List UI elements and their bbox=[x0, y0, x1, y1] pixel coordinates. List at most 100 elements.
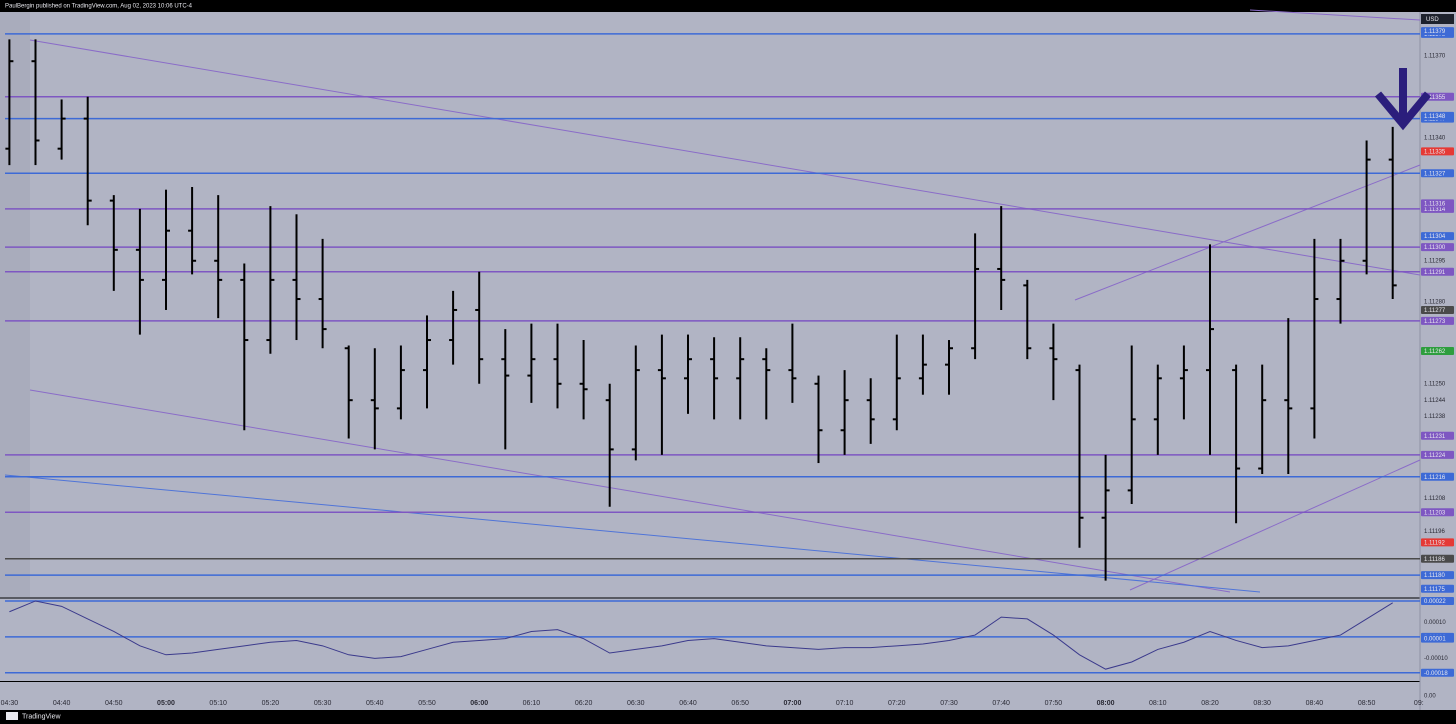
price-badge-label: 1.11186 bbox=[1424, 557, 1445, 563]
x-tick-label: 09: bbox=[1414, 700, 1424, 707]
price-badge-label: 1.11300 bbox=[1424, 245, 1446, 251]
price-badge bbox=[1421, 346, 1454, 355]
price-badge bbox=[1421, 450, 1454, 459]
y-tick-label: 1.11295 bbox=[1424, 258, 1446, 264]
trend-line bbox=[1249, 9, 1421, 21]
x-tick-label: 06:10 bbox=[523, 700, 541, 707]
price-badge-label: 1.11304 bbox=[1424, 234, 1446, 240]
price-badge-label: 1.11224 bbox=[1424, 453, 1446, 459]
x-tick-label: 06:30 bbox=[627, 700, 645, 707]
x-tick-label: 05:00 bbox=[157, 700, 175, 707]
trend-line bbox=[4, 474, 1261, 593]
price-badge-label: 1.11262 bbox=[1424, 349, 1446, 355]
price-badge bbox=[1421, 596, 1454, 605]
y-tick-label: 1.11208 bbox=[1424, 496, 1446, 502]
price-badge-label: 1.11216 bbox=[1424, 475, 1446, 481]
trend-line bbox=[1074, 164, 1421, 301]
price-badge-label: 1.11379 bbox=[1424, 29, 1446, 35]
arrow-head bbox=[1374, 91, 1432, 131]
price-badge-label: 1.11180 bbox=[1424, 573, 1445, 579]
annotation-arrow bbox=[1374, 68, 1432, 131]
trend-line bbox=[1129, 459, 1421, 591]
price-badge bbox=[1421, 571, 1454, 580]
y-tick-label: 1.11244 bbox=[1424, 398, 1446, 404]
x-tick-label: 06:40 bbox=[679, 700, 697, 707]
currency: USD bbox=[1426, 17, 1439, 23]
price-badge-label: 1.11291 bbox=[1424, 270, 1446, 276]
price-badge bbox=[1421, 472, 1454, 481]
y-tick-label: -0.00010 bbox=[1424, 656, 1448, 662]
price-badge bbox=[1421, 111, 1454, 120]
y-tick-label: 1.11280 bbox=[1424, 299, 1446, 305]
price-badge bbox=[1421, 147, 1454, 156]
price-badge bbox=[1421, 232, 1454, 241]
price-badge-label: 1.11277 bbox=[1424, 308, 1446, 314]
x-tick-label: 08:30 bbox=[1253, 700, 1271, 707]
marks: 04:30 04:40 04:50 05:00 05:10 05:20 05:30 05:40… bbox=[1, 27, 1454, 707]
x-tick-label: 06:00 bbox=[470, 700, 488, 707]
brand: TradingView bbox=[22, 713, 61, 720]
price-badge-label: -0.00018 bbox=[1424, 671, 1448, 677]
y-tick-label: 1.11370 bbox=[1424, 53, 1446, 59]
price-badge bbox=[1421, 668, 1454, 677]
price-badge bbox=[1421, 27, 1454, 36]
price-badge bbox=[1421, 243, 1454, 252]
x-tick-label: 07:50 bbox=[1045, 700, 1063, 707]
pane-area bbox=[0, 12, 1456, 710]
x-tick-label: 07:30 bbox=[940, 700, 958, 707]
price-badge-label: 1.11175 bbox=[1424, 587, 1445, 593]
price-badge bbox=[1421, 316, 1454, 325]
x-tick-label: 05:10 bbox=[209, 700, 227, 707]
price-badge-label: 1.11231 bbox=[1424, 434, 1446, 440]
x-tick-label: 04:40 bbox=[53, 700, 71, 707]
header-text: PaulBergin published on TradingView.com,… bbox=[5, 4, 193, 10]
price-badge-label: 1.11327 bbox=[1424, 171, 1446, 177]
x-tick-label: 08:00 bbox=[1097, 700, 1115, 707]
y-tick-label: 1.11238 bbox=[1424, 414, 1446, 420]
price-badge-label: 1.11335 bbox=[1424, 149, 1446, 155]
price-badge-label: 1.11355 bbox=[1424, 95, 1446, 101]
price-badge-label: 0.00001 bbox=[1424, 637, 1446, 643]
x-tick-label: 04:30 bbox=[1, 700, 19, 707]
price-badge bbox=[1421, 431, 1454, 440]
trend-line bbox=[29, 39, 1421, 276]
y-tick-label: 0.00010 bbox=[1424, 620, 1446, 626]
price-badge-label: 0.00022 bbox=[1424, 599, 1446, 605]
price-badge bbox=[1421, 508, 1454, 517]
brand-logo bbox=[6, 712, 18, 720]
y-tick-label: 1.11340 bbox=[1424, 135, 1446, 141]
price-badge-label: 1.11316 bbox=[1424, 201, 1446, 207]
y-tick-label: 0.00 bbox=[1424, 694, 1436, 700]
x-tick-label: 04:50 bbox=[105, 700, 123, 707]
price-badge bbox=[1421, 305, 1454, 314]
x-tick-label: 07:10 bbox=[836, 700, 854, 707]
x-tick-label: 08:40 bbox=[1306, 700, 1324, 707]
x-tick-label: 08:20 bbox=[1201, 700, 1219, 707]
x-tick-label: 08:10 bbox=[1149, 700, 1167, 707]
price-badge bbox=[1421, 169, 1454, 178]
x-tick-label: 05:20 bbox=[262, 700, 280, 707]
y-tick-label: 1.11196 bbox=[1424, 529, 1445, 535]
x-tick-label: 05:40 bbox=[366, 700, 384, 707]
price-badge bbox=[1421, 267, 1454, 276]
x-tick-label: 07:20 bbox=[888, 700, 906, 707]
price-badge bbox=[1421, 584, 1454, 593]
price-badge-label: 1.11314 bbox=[1424, 207, 1446, 213]
x-tick-label: 05:30 bbox=[314, 700, 332, 707]
price-badge bbox=[1421, 538, 1454, 547]
left-strip bbox=[0, 12, 30, 597]
x-tick-label: 05:50 bbox=[418, 700, 436, 707]
price-badge-label: 1.11203 bbox=[1424, 510, 1446, 516]
price-badge bbox=[1421, 634, 1454, 643]
x-tick-label: 06:50 bbox=[731, 700, 749, 707]
currency-box bbox=[1421, 14, 1454, 24]
x-tick-label: 07:00 bbox=[783, 700, 801, 707]
price-badge bbox=[1421, 554, 1454, 563]
price-badge-label: 1.11273 bbox=[1424, 319, 1446, 325]
x-tick-label: 07:40 bbox=[992, 700, 1010, 707]
y-tick-label: 1.11250 bbox=[1424, 381, 1446, 387]
x-tick-label: 06:20 bbox=[575, 700, 593, 707]
x-tick-label: 08:50 bbox=[1358, 700, 1376, 707]
